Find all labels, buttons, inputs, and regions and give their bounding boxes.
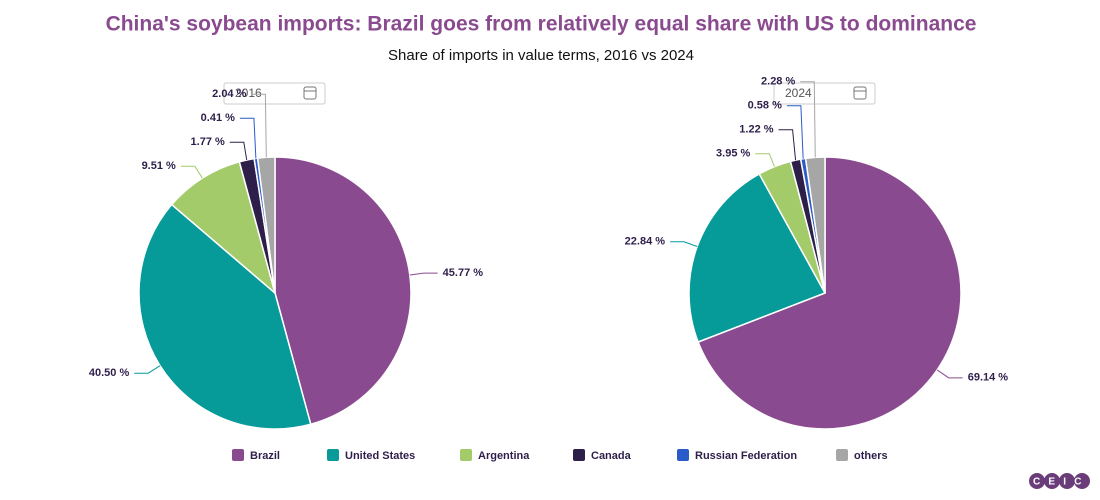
date-label: 2016	[235, 86, 262, 100]
leader-line	[786, 105, 804, 159]
leader-line	[755, 153, 775, 167]
legend-label: others	[854, 450, 888, 462]
leader-line	[180, 165, 203, 179]
pie-slice	[170, 160, 277, 296]
data-label: 0.41 %	[201, 112, 235, 124]
title: China's soybean imports: Brazil goes fro…	[106, 13, 977, 36]
data-label: 2.04 %	[212, 88, 246, 100]
date-box	[223, 82, 326, 105]
leader-line	[670, 241, 698, 247]
leader-line	[229, 141, 248, 161]
legend-swatch	[232, 449, 244, 461]
pie-slice	[274, 156, 412, 426]
data-label: 45.77 %	[443, 267, 484, 279]
data-label: 1.22 %	[739, 124, 773, 136]
pie-slice	[804, 156, 826, 294]
leader-line	[251, 93, 267, 158]
legend-swatch	[836, 449, 848, 461]
calendar-icon	[303, 86, 317, 100]
legend-label: Russian Federation	[695, 450, 797, 462]
leader-line	[800, 81, 816, 158]
legend-label: Brazil	[250, 450, 280, 462]
subtitle: Share of imports in value terms, 2016 vs…	[388, 47, 694, 64]
legend-swatch	[327, 449, 339, 461]
legend-swatch	[460, 449, 472, 461]
calendar-icon	[853, 86, 867, 100]
date-box	[773, 82, 876, 105]
data-label: 22.84 %	[625, 236, 666, 248]
legend-label: Argentina	[478, 450, 530, 462]
data-label: 3.95 %	[716, 148, 750, 160]
data-label: 1.77 %	[191, 136, 225, 148]
leader-line	[778, 129, 797, 161]
logo-text: CEIC	[1033, 477, 1090, 488]
pie-slice	[697, 156, 962, 430]
logo: CEIC	[1029, 473, 1090, 489]
legend-swatch	[573, 449, 585, 461]
legend-label: United States	[345, 450, 415, 462]
leader-line	[409, 272, 438, 276]
data-label: 0.58 %	[748, 100, 782, 112]
legend-label: Canada	[591, 450, 632, 462]
pie-slice	[256, 156, 276, 294]
data-label: 40.50 %	[89, 367, 130, 379]
data-label: 2.28 %	[761, 76, 795, 88]
data-label: 69.14 %	[968, 372, 1009, 384]
leader-line	[239, 117, 257, 159]
date-label: 2024	[785, 86, 812, 100]
leader-line	[134, 365, 161, 374]
leader-line	[936, 369, 963, 379]
pie-slice	[688, 172, 827, 343]
data-label: 9.51 %	[142, 160, 176, 172]
legend-swatch	[677, 449, 689, 461]
